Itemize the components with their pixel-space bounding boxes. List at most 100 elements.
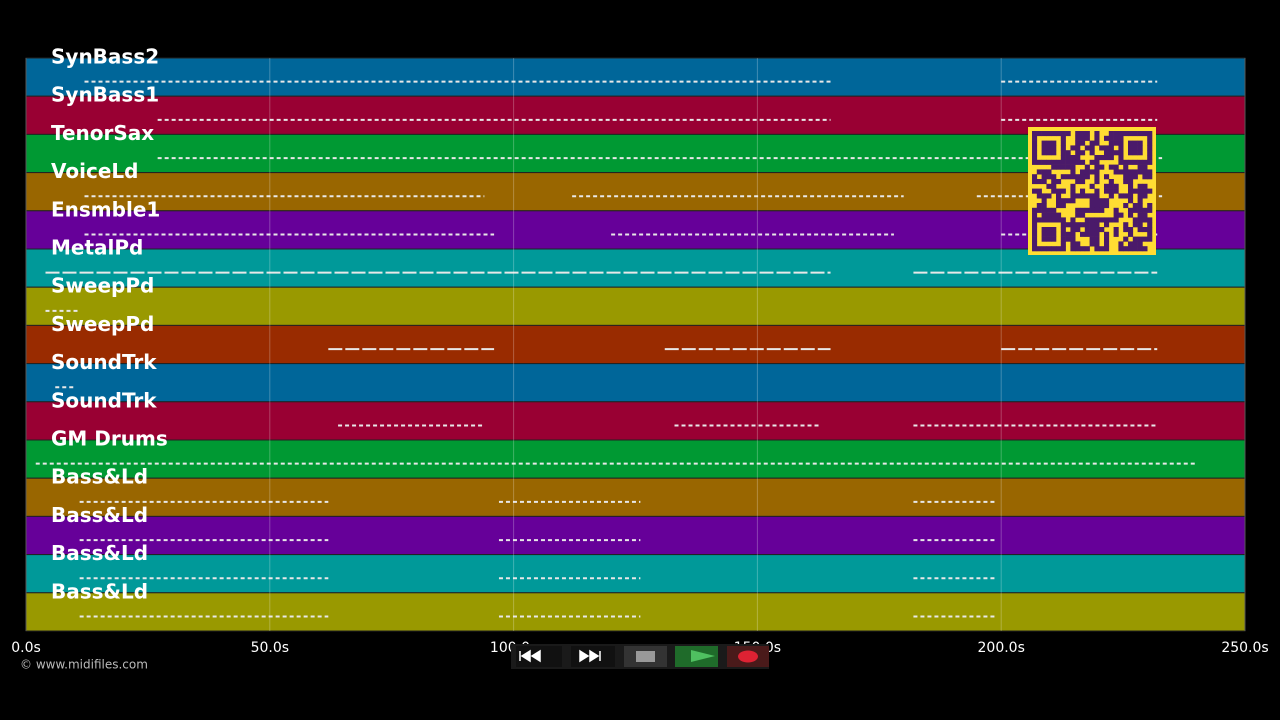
- qr-cell: [1041, 131, 1047, 137]
- qr-cell: [1113, 188, 1119, 194]
- qr-cell: [1065, 198, 1071, 204]
- qr-cell: [1056, 159, 1062, 165]
- qr-cell: [1142, 212, 1148, 218]
- qr-cell: [1142, 169, 1148, 175]
- icon: [636, 651, 655, 662]
- qr-cell: [1056, 179, 1062, 185]
- qr-cell: [1041, 179, 1047, 185]
- qr-cell: [1113, 150, 1119, 156]
- track-label: SynBass2: [51, 45, 159, 69]
- record-button[interactable]: [727, 646, 769, 667]
- qr-cell: [1147, 155, 1153, 161]
- qr-cell: [1094, 188, 1100, 194]
- track-lane: [25, 324, 1246, 365]
- qr-cell: [1128, 231, 1134, 237]
- qr-cell: [1051, 145, 1057, 151]
- qr-cell: [1056, 246, 1062, 252]
- qr-cell: [1070, 159, 1076, 165]
- qr-cell: [1104, 241, 1110, 247]
- qr-cell: [1046, 193, 1052, 199]
- qr-cell: [1060, 227, 1066, 233]
- qr-cell: [1123, 179, 1129, 185]
- qr-cell: [1128, 179, 1134, 185]
- qr-cell: [1147, 174, 1153, 180]
- track-label: SoundTrk: [51, 350, 157, 374]
- qr-cell: [1099, 164, 1105, 170]
- qr-cell: [1104, 217, 1110, 223]
- rewind-button[interactable]: [516, 646, 562, 667]
- qr-cell: [1089, 231, 1095, 237]
- qr-cell: [1137, 159, 1143, 165]
- qr-cell: [1075, 179, 1081, 185]
- qr-cell: [1032, 135, 1038, 141]
- qr-cell: [1070, 236, 1076, 242]
- qr-cell: [1132, 188, 1138, 194]
- qr-cell: [1104, 150, 1110, 156]
- qr-cell: [1099, 217, 1105, 223]
- qr-cell: [1132, 246, 1138, 252]
- qr-cell: [1128, 241, 1134, 247]
- qr-cell: [1036, 131, 1042, 137]
- track-labels: SynBass2 SynBass1 TenorSax VoiceLd Ensmble1 M…: [51, 45, 168, 604]
- qr-cell: [1046, 174, 1052, 180]
- qr-cell: [1137, 241, 1143, 247]
- qr-cell: [1108, 183, 1114, 189]
- track-label: GM Drums: [51, 427, 168, 451]
- track-label: Bass&Ld: [51, 541, 148, 565]
- qr-cell: [1070, 222, 1076, 228]
- qr-cell: [1108, 150, 1114, 156]
- qr-cell: [1104, 246, 1110, 252]
- qr-cell: [1089, 241, 1095, 247]
- qr-cell: [1070, 193, 1076, 199]
- qr-cell: [1080, 193, 1086, 199]
- fast-forward-button[interactable]: [571, 646, 615, 667]
- qr-cell: [1123, 246, 1129, 252]
- qr-cell: [1123, 236, 1129, 242]
- time-tick-label: 0.0s: [11, 640, 41, 656]
- icon: [691, 650, 715, 662]
- qr-cell: [1051, 174, 1057, 180]
- track-lane: [25, 286, 1246, 326]
- qr-cell: [1089, 217, 1095, 223]
- qr-cell: [1036, 203, 1042, 209]
- qr-cell: [1075, 155, 1081, 161]
- qr-cell: [1032, 188, 1038, 194]
- qr-cell: [1104, 135, 1110, 141]
- qr-cell: [1046, 150, 1052, 156]
- qr-cell: [1128, 140, 1134, 146]
- qr-cell: [1080, 222, 1086, 228]
- qr-cell: [1032, 131, 1038, 137]
- qr-cell: [1070, 227, 1076, 233]
- qr-cell: [1041, 140, 1047, 146]
- qr-cell: [1051, 183, 1057, 189]
- qr-cell: [1075, 135, 1081, 141]
- qr-cell: [1075, 174, 1081, 180]
- qr-cell: [1113, 217, 1119, 223]
- qr-cell: [1080, 231, 1086, 237]
- qr-cell: [1089, 159, 1095, 165]
- qr-cell: [1075, 207, 1081, 213]
- qr-cell: [1128, 183, 1134, 189]
- qr-cell: [1104, 174, 1110, 180]
- play-button[interactable]: [675, 646, 718, 667]
- time-tick-label: 200.0s: [978, 640, 1025, 656]
- qr-cell: [1104, 231, 1110, 237]
- qr-cell: [1075, 227, 1081, 233]
- qr-cell: [1080, 179, 1086, 185]
- qr-cell: [1142, 236, 1148, 242]
- qr-cell: [1051, 227, 1057, 233]
- qr-cell: [1123, 203, 1129, 209]
- qr-cell: [1137, 246, 1143, 252]
- stop-button[interactable]: [624, 646, 667, 667]
- qr-cell: [1118, 150, 1124, 156]
- qr-cell: [1032, 212, 1038, 218]
- grid: [25, 58, 1246, 631]
- qr-cell: [1094, 164, 1100, 170]
- qr-cell: [1147, 231, 1153, 237]
- track-lane: [25, 477, 1246, 517]
- qr-cell: [1070, 174, 1076, 180]
- qr-cell: [1051, 212, 1057, 218]
- track-lane: [25, 554, 1246, 594]
- qr-cell: [1070, 145, 1076, 151]
- qr-cell: [1132, 222, 1138, 228]
